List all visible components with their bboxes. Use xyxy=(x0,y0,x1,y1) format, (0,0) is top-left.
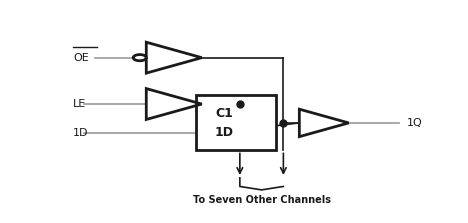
Text: OE: OE xyxy=(73,53,89,63)
Text: 1D: 1D xyxy=(73,128,88,138)
Bar xyxy=(197,95,276,150)
Text: 1Q: 1Q xyxy=(407,118,423,128)
Text: To Seven Other Channels: To Seven Other Channels xyxy=(193,195,330,205)
Text: 1D: 1D xyxy=(215,126,234,139)
Text: LE: LE xyxy=(73,99,86,109)
Text: C1: C1 xyxy=(215,107,233,120)
